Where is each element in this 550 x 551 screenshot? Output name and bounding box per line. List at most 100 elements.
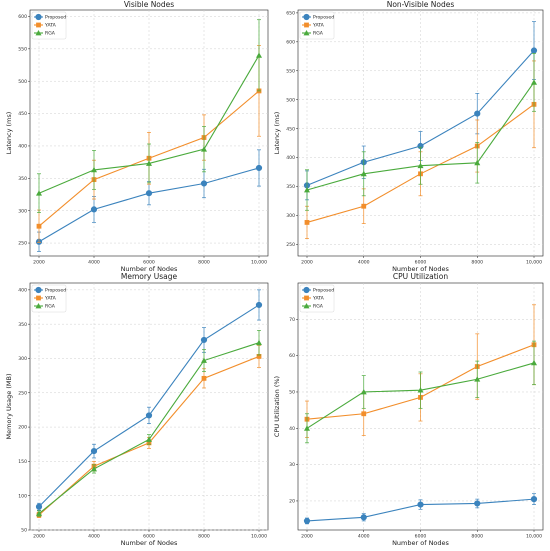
y-tick-label: 60 [289, 353, 295, 359]
chart-title: CPU Utilization [393, 272, 448, 281]
data-point [531, 359, 537, 366]
x-tick-label: 10,000 [526, 260, 542, 266]
data-point [417, 501, 424, 508]
y-tick-label: 200 [18, 425, 27, 431]
data-point [360, 514, 367, 521]
x-tick-label: 6000 [143, 534, 155, 540]
y-tick-label: 100 [18, 493, 27, 499]
data-point [303, 517, 311, 525]
legend-marker [36, 22, 41, 28]
data-point [474, 159, 481, 166]
data-point [361, 203, 367, 209]
chart-title: Memory Usage [121, 272, 178, 281]
y-tick-label: 300 [286, 213, 295, 219]
y-tick-label: 300 [18, 208, 27, 214]
y-tick-label: 50 [21, 528, 27, 534]
legend-marker [35, 303, 42, 309]
chart-panel-3: 50 100 150 200 250 300 350 400 2000 4000 6000 8000 1… [5, 272, 269, 547]
legend-entry: RGA [45, 31, 56, 37]
series-proposed [35, 289, 263, 511]
data-point [304, 220, 310, 225]
data-point [200, 336, 208, 344]
x-tick-label: 4000 [358, 534, 370, 540]
legend-marker [35, 286, 42, 294]
y-tick-label: 250 [18, 241, 27, 247]
series-rga [36, 329, 262, 517]
data-point [201, 375, 207, 381]
y-tick-label: 350 [286, 184, 295, 190]
y-tick-label: 400 [286, 155, 295, 161]
data-point [360, 170, 367, 177]
y-tick-label: 400 [18, 287, 27, 293]
data-point [530, 47, 538, 54]
data-point [530, 496, 538, 503]
y-axis-label: Latency (ms) [273, 112, 281, 155]
data-point [255, 164, 263, 172]
y-tick-label: 150 [18, 459, 27, 465]
y-tick-label: 250 [286, 242, 295, 248]
x-tick-label: 10,000 [526, 534, 542, 540]
data-point [360, 388, 367, 395]
x-tick-label: 6000 [415, 260, 427, 266]
y-tick-label: 250 [18, 390, 27, 396]
x-tick-label: 10,000 [251, 534, 267, 540]
y-tick-label: 50 [289, 390, 295, 396]
data-point [35, 503, 43, 510]
series-rga [304, 340, 537, 444]
legend-entry: RGA [45, 304, 56, 310]
x-tick-label: 8000 [198, 260, 210, 266]
data-point [146, 436, 152, 442]
y-tick-label: 350 [18, 322, 27, 328]
data-point [255, 301, 263, 309]
y-tick-label: 550 [286, 68, 295, 74]
chart-panel-4: 20 30 40 50 60 70 2000 4000 6000 8000 10,000 CPU Ut… [273, 272, 544, 547]
data-point [304, 187, 310, 193]
x-tick-label: 6000 [415, 534, 427, 540]
series-rga [304, 53, 537, 211]
data-point [474, 500, 481, 507]
y-tick-label: 400 [18, 144, 27, 150]
chart-title: Non-Visible Nodes [387, 0, 455, 9]
y-tick-label: 450 [286, 126, 295, 132]
legend: Proposed YATA RGA [299, 11, 335, 40]
data-point [90, 447, 98, 455]
data-point [361, 411, 367, 417]
data-point [417, 162, 424, 169]
y-axis-label: CPU Utilization (%) [273, 376, 281, 437]
chart-panel-1: 250 300 350 400 450 500 550 600 2000 4000 6000 8000… [5, 0, 269, 273]
x-tick-label: 4000 [88, 260, 100, 266]
data-point [146, 160, 152, 166]
data-point [201, 146, 207, 152]
legend-entry: Proposed [45, 288, 66, 294]
legend-entry: YATA [312, 296, 325, 302]
legend-entry: Proposed [313, 288, 334, 294]
data-point [36, 223, 42, 229]
data-point [256, 339, 262, 346]
y-tick-label: 600 [286, 39, 295, 45]
y-tick-label: 30 [289, 462, 295, 468]
data-point [145, 190, 153, 197]
data-point [90, 206, 98, 213]
y-axis-label: Latency (ms) [5, 112, 13, 155]
y-tick-label: 550 [18, 46, 27, 52]
x-tick-label: 2000 [33, 260, 45, 266]
x-axis-label: Number of Nodes [392, 265, 449, 273]
data-point [474, 376, 481, 382]
legend-marker [304, 295, 309, 301]
legend-marker [303, 303, 310, 309]
y-tick-label: 70 [289, 317, 295, 323]
y-tick-label: 20 [289, 499, 295, 505]
legend-entry: YATA [312, 23, 325, 29]
data-point [91, 166, 97, 173]
x-tick-label: 6000 [143, 260, 155, 266]
data-point [91, 465, 97, 472]
y-tick-label: 40 [289, 426, 295, 432]
x-axis-label: Number of Nodes [121, 265, 178, 273]
legend-entry: RGA [313, 304, 324, 310]
series-rga [36, 19, 262, 213]
legend-marker [304, 22, 309, 28]
legend-marker [303, 30, 310, 36]
y-tick-label: 500 [18, 79, 27, 85]
legend-entry: YATA [44, 296, 57, 302]
